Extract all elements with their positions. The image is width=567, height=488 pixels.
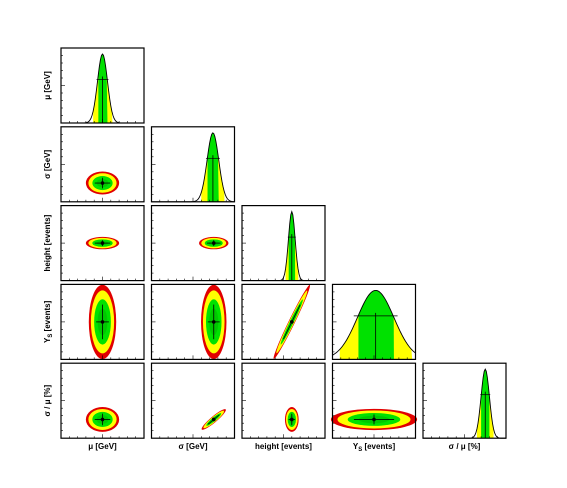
frame-height — [241, 205, 326, 282]
frame — [150, 362, 236, 439]
contour-ys-sigma — [201, 284, 227, 360]
contour-ratio-height — [284, 407, 299, 432]
y-axis-label-ratio: σ / μ [%] — [43, 385, 52, 417]
best-fit-point — [372, 417, 376, 422]
x-axis-label-height: height [events] — [255, 442, 312, 451]
contour-ys-height — [273, 284, 311, 359]
contour-ratio-sigma — [201, 409, 226, 430]
best-fit-point — [211, 320, 216, 324]
marginal-height — [242, 210, 325, 282]
contour-sigma-mu — [85, 171, 120, 195]
contour-ys-mu — [88, 284, 117, 360]
unit: [events] — [43, 300, 52, 333]
marginal-curve — [332, 289, 416, 360]
best-fit-point — [211, 241, 216, 245]
marginal-mu — [61, 53, 144, 124]
frame — [241, 362, 326, 439]
subscript: S — [358, 447, 362, 453]
contour-ratio-mu — [85, 407, 120, 432]
best-fit-point — [100, 417, 105, 422]
best-fit-point — [100, 181, 105, 185]
x-axis-label-mu: μ [GeV] — [88, 442, 117, 451]
band-68 — [358, 290, 394, 360]
marginal-curve — [423, 368, 507, 439]
frame — [241, 283, 326, 360]
marginal-curve — [242, 210, 325, 282]
x-axis-label-ys: YS [events] — [353, 442, 396, 453]
unit: [events] — [362, 442, 395, 451]
contour-height-sigma — [199, 236, 229, 250]
y-axis-label-sigma: σ [GeV] — [43, 149, 52, 178]
x-axis-label-ratio: σ / μ [%] — [449, 442, 481, 451]
marginal-ratio — [423, 368, 507, 439]
y-axis-label-height: height [events] — [43, 214, 52, 271]
best-fit-point — [100, 320, 105, 324]
x-axis-label-sigma: σ [GeV] — [178, 442, 207, 451]
best-fit-point — [211, 417, 216, 422]
contour-ratio-ys — [330, 408, 418, 431]
marginal-sigma — [151, 132, 235, 203]
marginal-ys — [332, 289, 416, 360]
y-axis-label-ys: YS [events] — [43, 300, 54, 343]
best-fit-point — [290, 320, 294, 324]
best-fit-point — [100, 241, 105, 245]
band-68 — [98, 54, 108, 123]
subscript: S — [48, 334, 54, 338]
contour-height-mu — [85, 236, 120, 250]
y-axis-label-mu: μ [GeV] — [43, 71, 52, 100]
best-fit-point — [290, 417, 294, 422]
